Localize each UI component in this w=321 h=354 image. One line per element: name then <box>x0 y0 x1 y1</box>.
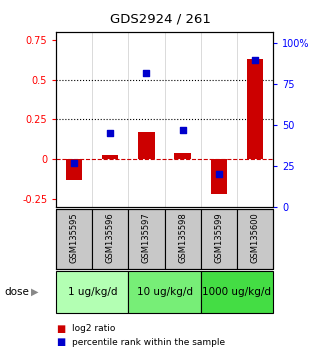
Bar <box>66 159 82 180</box>
Bar <box>201 209 237 269</box>
Text: 1000 ug/kg/d: 1000 ug/kg/d <box>202 287 271 297</box>
Bar <box>56 209 92 269</box>
Point <box>108 131 113 136</box>
Text: GSM135596: GSM135596 <box>106 212 115 263</box>
Text: ■: ■ <box>56 324 65 333</box>
Text: GSM135597: GSM135597 <box>142 212 151 263</box>
Text: GDS2924 / 261: GDS2924 / 261 <box>110 12 211 25</box>
Point <box>180 127 185 133</box>
Text: 1 ug/kg/d: 1 ug/kg/d <box>67 287 117 297</box>
Text: GSM135600: GSM135600 <box>250 212 259 263</box>
Bar <box>128 271 201 313</box>
Point <box>252 57 257 63</box>
Text: GSM135598: GSM135598 <box>178 212 187 263</box>
Bar <box>102 154 118 159</box>
Bar <box>201 271 273 313</box>
Point <box>144 70 149 76</box>
Point <box>72 160 77 166</box>
Bar <box>237 209 273 269</box>
Text: dose: dose <box>5 287 30 297</box>
Bar <box>164 209 201 269</box>
Text: GSM135599: GSM135599 <box>214 212 223 263</box>
Bar <box>247 59 263 159</box>
Text: log2 ratio: log2 ratio <box>72 324 116 333</box>
Point <box>216 171 221 177</box>
Bar <box>138 132 155 159</box>
Bar <box>128 209 164 269</box>
Text: 10 ug/kg/d: 10 ug/kg/d <box>136 287 193 297</box>
Bar <box>174 153 191 159</box>
Text: ▶: ▶ <box>30 287 38 297</box>
Text: ■: ■ <box>56 337 65 347</box>
Bar <box>211 159 227 194</box>
Bar <box>92 209 128 269</box>
Text: GSM135595: GSM135595 <box>70 212 79 263</box>
Text: percentile rank within the sample: percentile rank within the sample <box>72 338 225 347</box>
Bar <box>56 271 128 313</box>
